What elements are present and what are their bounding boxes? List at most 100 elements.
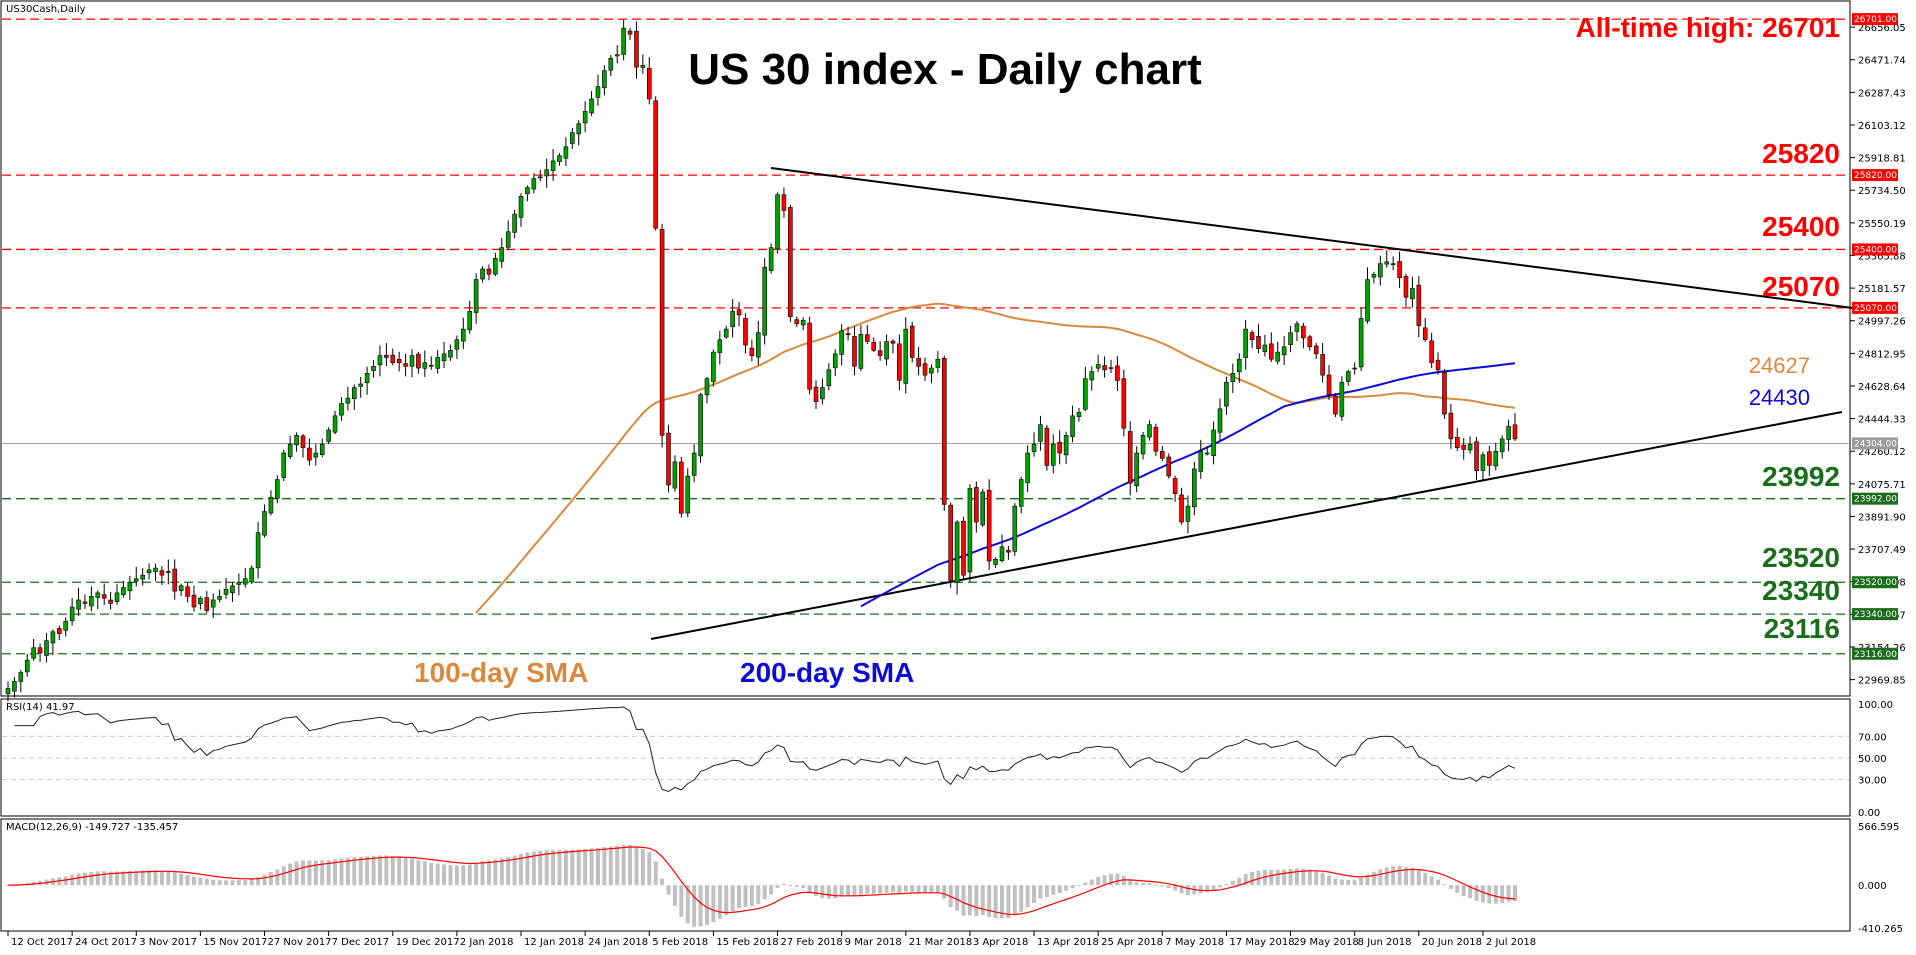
ascending-trendline: [650, 411, 1843, 640]
macd-histogram-bar: [717, 885, 722, 919]
candle: [1179, 487, 1184, 525]
macd-histogram-bar: [352, 857, 357, 886]
macd-histogram-bar: [762, 885, 767, 900]
macd-histogram-bar: [6, 885, 10, 887]
candle-body: [1410, 288, 1415, 300]
macd-histogram-bar: [672, 885, 677, 906]
x-tick-label: 12 Oct 2017: [11, 937, 73, 948]
candle-body: [794, 319, 800, 325]
x-tick-label: 3 Nov 2017: [139, 937, 197, 948]
macd-histogram-bar: [1314, 870, 1319, 886]
macd-histogram-bar: [807, 885, 812, 893]
candle-body: [1307, 336, 1313, 348]
candle-body: [582, 111, 588, 124]
candle-body: [557, 155, 562, 162]
x-tick-label: 7 Dec 2017: [332, 937, 390, 948]
candle: [749, 339, 755, 362]
candle: [441, 341, 447, 369]
candle: [704, 376, 710, 404]
macd-histogram-bar: [1096, 876, 1101, 886]
candle-body: [101, 594, 107, 599]
candle: [287, 435, 293, 460]
candle-body: [563, 146, 569, 159]
candle-body: [1224, 381, 1229, 407]
symbol-label: US30Cash,Daily: [6, 4, 86, 15]
candle-body: [428, 364, 434, 367]
candle-body: [140, 574, 145, 580]
y-tick-label: 24812.95: [1858, 349, 1906, 360]
candle: [31, 638, 36, 661]
candle-body: [12, 681, 17, 692]
candle-body: [50, 631, 56, 644]
price-box-label: 23116.00: [1854, 650, 1897, 660]
candle-body: [153, 567, 158, 572]
candle: [1134, 446, 1139, 493]
candle-body: [627, 30, 633, 35]
macd-histogram-bar: [987, 885, 992, 918]
macd-histogram-bar: [448, 865, 453, 886]
macd-histogram-bar: [377, 855, 382, 886]
candle: [839, 324, 844, 366]
candle-body: [461, 328, 466, 342]
candle-body: [614, 54, 620, 57]
candle-body: [999, 546, 1005, 561]
candle: [1018, 476, 1024, 514]
candle-body: [1442, 371, 1447, 415]
price-box-label: 23992.00: [1854, 495, 1897, 505]
y-tick-label: 26471.74: [1858, 56, 1906, 67]
candle-body: [890, 340, 896, 344]
macd-histogram-bar: [730, 885, 735, 912]
macd-histogram-bar: [1083, 882, 1088, 886]
candle: [166, 559, 171, 585]
candle: [1448, 403, 1454, 449]
candle-body: [121, 587, 126, 596]
macd-histogram-bar: [300, 860, 305, 886]
price-box: [1852, 492, 1898, 505]
macd-histogram-bar: [1391, 866, 1396, 886]
candle-body: [948, 504, 953, 581]
candle: [820, 378, 825, 405]
macd-histogram-bar: [1474, 885, 1479, 902]
candle-body: [146, 569, 152, 574]
candle-body: [550, 160, 556, 171]
macd-histogram-bar: [313, 860, 318, 886]
macd-histogram-bar: [262, 874, 267, 886]
macd-tick-label: 0.000: [1858, 881, 1887, 892]
candle-body: [223, 589, 229, 595]
candle-body: [858, 334, 864, 369]
candle: [1038, 415, 1043, 451]
price-box-label: 25400.00: [1854, 245, 1897, 255]
candle-body: [24, 659, 30, 673]
candle: [1083, 366, 1088, 412]
macd-histogram-bar: [1019, 885, 1024, 912]
candle: [582, 101, 588, 133]
candle: [595, 74, 601, 106]
macd-histogram-bar: [454, 865, 459, 886]
candle-body: [217, 596, 222, 600]
candle: [813, 380, 819, 409]
macd-histogram-bar: [1442, 884, 1447, 886]
macd-histogram-bar: [217, 880, 222, 886]
x-tick-label: 19 Dec 2017: [396, 937, 460, 948]
macd-histogram-bar: [589, 848, 594, 886]
candle-body: [1467, 443, 1473, 451]
macd-histogram-bar: [371, 855, 376, 886]
macd-histogram-bar: [506, 857, 511, 886]
candle-body: [781, 194, 787, 211]
rsi-pane: [0, 698, 1851, 817]
candle: [281, 449, 287, 482]
candle: [1454, 428, 1460, 451]
candle: [1403, 273, 1409, 307]
candle: [185, 582, 190, 603]
candle-body: [800, 319, 806, 326]
macd-histogram-bar: [1282, 869, 1287, 886]
x-tick-label: 20 Jun 2018: [1422, 937, 1482, 948]
price-box: [1852, 437, 1898, 450]
macd-histogram-bar: [1218, 885, 1223, 888]
candle: [82, 594, 88, 609]
candle: [1198, 439, 1204, 479]
macd-histogram-bar: [256, 877, 261, 886]
candle: [531, 173, 537, 194]
candle: [717, 330, 723, 365]
